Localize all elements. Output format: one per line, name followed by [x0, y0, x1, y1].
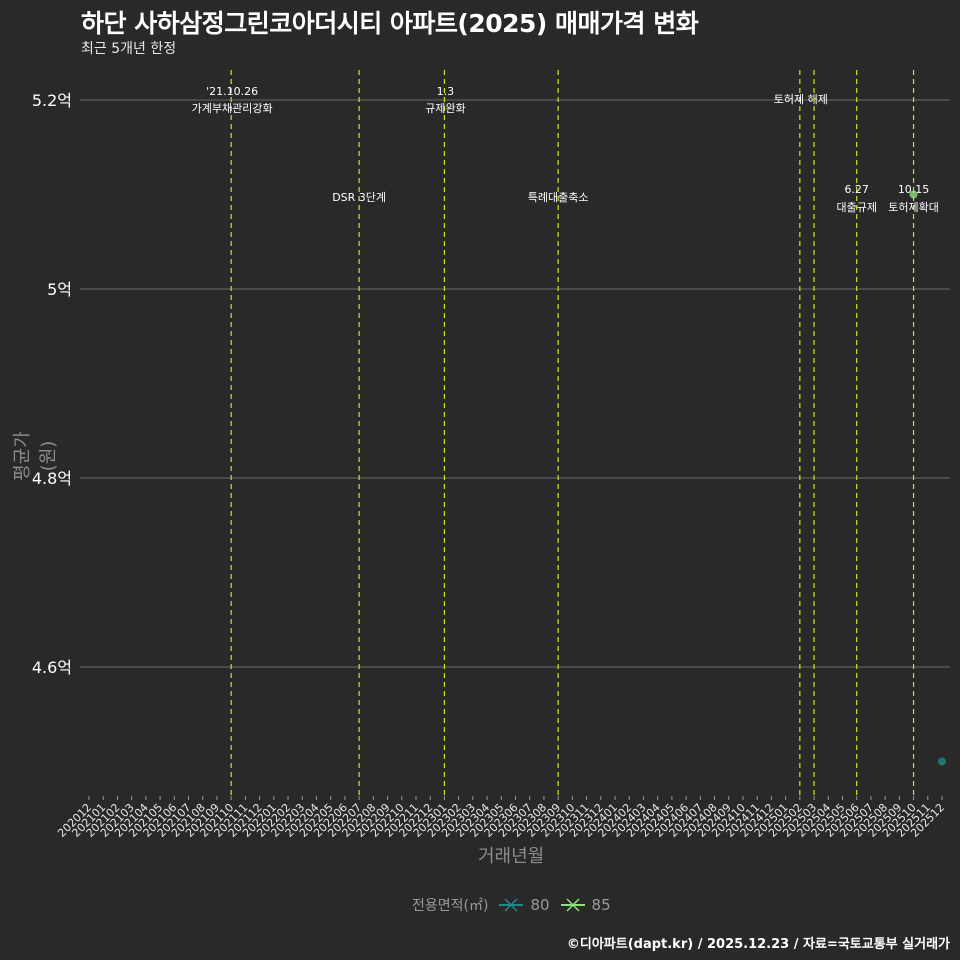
- legend-item-80[interactable]: 80: [498, 896, 550, 914]
- chart-subtitle: 최근 5개년 한정: [81, 41, 177, 57]
- data-point-80[interactable]: [938, 757, 946, 766]
- event-date: '21.10.26: [206, 85, 258, 98]
- event-date: 6.27: [844, 183, 869, 196]
- y-axis-title: 평균가(원): [12, 431, 59, 481]
- event-label: DSR 3단계: [332, 191, 386, 204]
- legend-label-80: 80: [530, 896, 550, 914]
- event-label: 규제완화: [425, 102, 465, 115]
- x-axis-title: 거래년월: [478, 846, 545, 867]
- footer-credit: ©디아파트(dapt.kr) / 2025.12.23 / 자료=국토교통부 실…: [566, 937, 950, 952]
- y-tick-label: 5.2억: [32, 91, 72, 110]
- event-date: 1.3: [437, 85, 455, 98]
- event-label: 특례대출축소: [528, 191, 589, 204]
- legend-key-80-icon: [499, 898, 524, 912]
- chart-title: 하단 사하삼정그린코아더시티 아파트(2025) 매매가격 변화: [81, 9, 699, 38]
- legend: 전용면적(㎡) 80 85: [412, 895, 611, 915]
- event-label: 가계부채관리강화: [192, 102, 273, 115]
- legend-label-85: 85: [591, 896, 611, 914]
- legend-title: 전용면적(㎡): [412, 898, 489, 914]
- y-tick-label: 4.6억: [32, 658, 72, 677]
- event-label: 토허제확대: [888, 201, 939, 214]
- event-date: 10.15: [898, 183, 930, 196]
- event-label: 대출규제: [836, 201, 876, 214]
- event-label: 토허제 해제: [774, 92, 828, 106]
- y-tick-label: 4.8억: [32, 469, 72, 488]
- legend-key-85-icon: [560, 898, 585, 912]
- legend-item-85[interactable]: 85: [560, 896, 611, 914]
- data-point-85[interactable]: [909, 190, 918, 199]
- y-tick-label: 5억: [47, 280, 72, 299]
